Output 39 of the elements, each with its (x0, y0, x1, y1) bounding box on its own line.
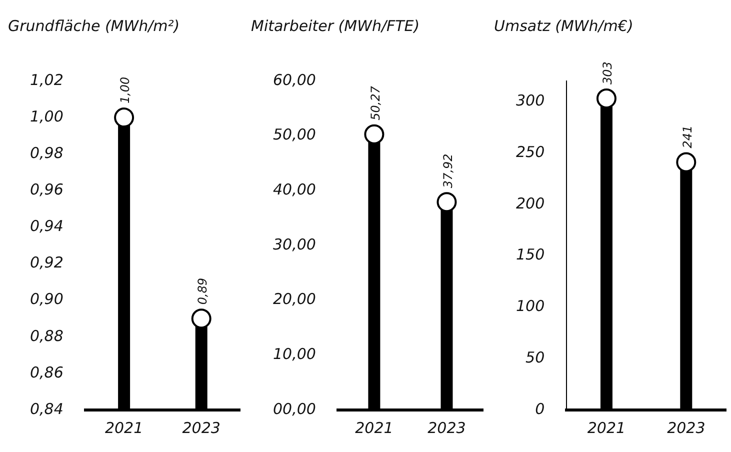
y-tick-label: 00,00 (272, 400, 316, 418)
y-tick-label: 0,86 (30, 363, 64, 382)
data-label: 303 (600, 62, 615, 84)
y-tick-label: 100 (516, 297, 545, 316)
y-tick-label: 0 (535, 400, 545, 418)
y-tick-label: 0,84 (30, 400, 64, 418)
y-tick-label: 0,88 (30, 326, 64, 345)
y-tick-label: 0,94 (30, 217, 64, 236)
data-label: 241 (680, 125, 694, 148)
x-tick-label: 2021 (104, 418, 144, 437)
y-tick-label: 60,00 (272, 70, 316, 89)
data-label: 1,00 (118, 76, 132, 104)
y-tick-label: 0,92 (30, 254, 64, 272)
x-tick-label: 2021 (355, 418, 394, 437)
x-tick-label: 2023 (182, 418, 220, 437)
y-tick-label: 250 (516, 142, 545, 161)
y-tick-label: 50 (526, 348, 545, 366)
y-tick-label: 30,00 (272, 235, 316, 254)
chart-title: Mitarbeiter (MWh/FTE) (251, 16, 420, 35)
data-label: 37,92 (440, 154, 455, 188)
x-tick-label: 2023 (667, 418, 706, 437)
x-tick-label: 2021 (587, 418, 626, 437)
y-tick-label: 1,00 (30, 107, 64, 126)
y-tick-label: 150 (516, 246, 545, 264)
y-tick-label: 20,00 (272, 290, 316, 308)
chart-title: Grundfläche (MWh/m²) (8, 16, 180, 35)
y-tick-label: 50,00 (272, 126, 316, 144)
y-tick-label: 200 (516, 194, 545, 212)
y-tick-label: 40,00 (272, 180, 316, 199)
chart-title: Umsatz (MWh/m€) (494, 16, 634, 35)
y-tick-label: 300 (516, 91, 545, 110)
y-tick-label: 0,98 (30, 144, 64, 162)
data-label: 0,89 (195, 278, 210, 305)
x-tick-label: 2023 (428, 418, 466, 437)
y-tick-label: 0,96 (30, 180, 64, 199)
y-tick-label: 0,90 (30, 290, 64, 308)
data-label: 50,27 (368, 86, 382, 120)
y-tick-label: 10,00 (272, 345, 316, 364)
y-tick-label: 1,02 (30, 70, 64, 89)
